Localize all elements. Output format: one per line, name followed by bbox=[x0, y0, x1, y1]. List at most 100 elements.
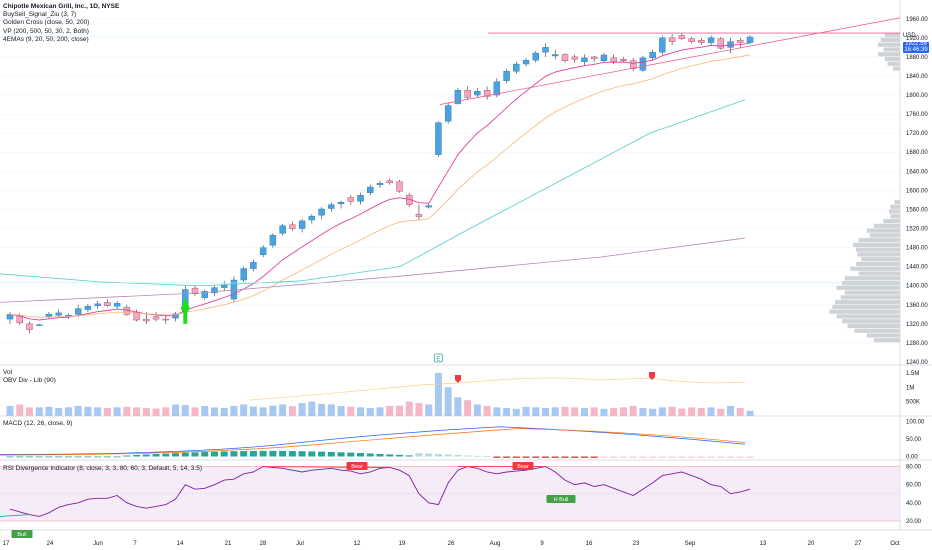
volume-profile-bar bbox=[866, 333, 900, 338]
candle-body bbox=[454, 90, 462, 104]
volume-bar bbox=[181, 405, 189, 416]
macd-histogram-bar bbox=[668, 456, 676, 458]
volume-bar bbox=[571, 407, 579, 416]
macd-histogram-bar bbox=[259, 450, 267, 457]
volume-bar bbox=[434, 372, 442, 416]
obv-bear-marker bbox=[455, 375, 461, 383]
macd-histogram-bar bbox=[327, 451, 335, 457]
volume-bar bbox=[142, 407, 150, 416]
volume-bar bbox=[201, 405, 209, 416]
candle-body bbox=[698, 40, 705, 43]
macd-histogram-bar bbox=[240, 451, 248, 457]
volume-bar bbox=[25, 407, 33, 416]
time-tick-label: 19 bbox=[399, 541, 406, 547]
price-tick-label: 1320.00 bbox=[906, 322, 928, 328]
macd-histogram-bar bbox=[649, 456, 657, 458]
price-tick-label: 1400.00 bbox=[906, 284, 928, 290]
macd-histogram-bar bbox=[74, 456, 82, 458]
volume-bar bbox=[16, 404, 24, 416]
volume-bar bbox=[561, 406, 569, 416]
time-tick-label: 17 bbox=[3, 541, 10, 547]
volume-bar bbox=[649, 408, 657, 416]
indicator-emas[interactable]: 4EMAs (9, 20, 50, 200, close) bbox=[3, 35, 89, 43]
candle-body bbox=[259, 247, 267, 255]
time-tick-label: Jun bbox=[93, 541, 103, 547]
candle-body bbox=[571, 56, 578, 60]
volume-bar bbox=[668, 406, 676, 416]
macd-histogram-bar bbox=[84, 456, 92, 458]
volume-bar bbox=[473, 404, 481, 416]
candle-body bbox=[707, 37, 715, 43]
macd-histogram-bar bbox=[678, 456, 686, 458]
bear-label-text: Bear bbox=[517, 464, 529, 470]
indicator-vp[interactable]: VP (200, 500, 50, 30, 2, Both) bbox=[3, 27, 89, 35]
volume-profile-bar bbox=[836, 285, 900, 290]
volume-bar bbox=[249, 406, 257, 416]
volume-bar bbox=[600, 408, 608, 416]
rsi-label[interactable]: RSI Divergence Indicator (8, close, 3, 3… bbox=[3, 465, 203, 472]
bull-label bbox=[11, 530, 33, 538]
candle-body bbox=[717, 38, 724, 49]
candle-body bbox=[308, 215, 316, 221]
macd-histogram-bar bbox=[746, 456, 754, 458]
trend-line bbox=[439, 17, 901, 105]
volume-bar bbox=[590, 407, 598, 416]
volume-bar bbox=[269, 405, 277, 416]
volume-tick-label: 1.5M bbox=[906, 371, 919, 377]
bear-divergence-line bbox=[263, 466, 390, 468]
volume-bar bbox=[454, 397, 462, 416]
macd-histogram-bar bbox=[123, 455, 131, 457]
time-tick-label: 24 bbox=[47, 541, 54, 547]
macd-histogram-bar bbox=[230, 451, 238, 457]
volume-bar bbox=[678, 408, 686, 416]
indicator-golden-cross[interactable]: Golden Cross (close, 50, 200) bbox=[3, 19, 90, 27]
bear-label-text: Bear bbox=[351, 464, 363, 470]
candle-body bbox=[503, 71, 510, 81]
volume-profile-bar bbox=[883, 218, 900, 224]
candle-body bbox=[240, 268, 247, 281]
macd-histogram-bar bbox=[55, 456, 63, 458]
candle-body bbox=[513, 63, 520, 72]
candle-body bbox=[84, 306, 92, 310]
ema-50-line bbox=[0, 99, 746, 287]
ema-9-line bbox=[9, 42, 751, 321]
time-tick-label: 14 bbox=[177, 541, 184, 547]
macd-tick-label: 0.00 bbox=[906, 455, 918, 461]
macd-histogram-bar bbox=[532, 456, 540, 458]
macd-histogram-bar bbox=[152, 454, 160, 457]
macd-histogram-bar bbox=[503, 456, 511, 458]
symbol-title[interactable]: Chipotle Mexican Grill, Inc., 1D, NYSE bbox=[3, 3, 120, 10]
volume-bar bbox=[279, 404, 287, 416]
volume-bar bbox=[532, 407, 540, 416]
macd-histogram-bar bbox=[357, 453, 365, 457]
macd-histogram-bar bbox=[454, 454, 462, 457]
macd-label[interactable]: MACD (12, 26, close, 9) bbox=[3, 420, 73, 427]
volume-profile-bar bbox=[883, 47, 900, 52]
candle-body bbox=[396, 181, 403, 192]
volume-bar bbox=[386, 405, 394, 416]
volume-profile-bar bbox=[884, 33, 900, 38]
vol-label[interactable]: Vol bbox=[3, 369, 13, 376]
macd-histogram-bar bbox=[318, 451, 326, 457]
macd-histogram-bar bbox=[464, 455, 472, 457]
indicator-buysell[interactable]: BuySell_Signal_Ziu (3, 7) bbox=[3, 11, 77, 19]
volume-bar bbox=[658, 407, 666, 416]
macd-tick-label: 50.00 bbox=[906, 437, 922, 443]
macd-histogram-bar bbox=[35, 456, 43, 458]
candle-body bbox=[279, 225, 286, 234]
macd-histogram-bar bbox=[181, 452, 189, 457]
volume-profile-bar bbox=[887, 61, 900, 66]
ema-20-line bbox=[9, 54, 751, 318]
macd-histogram-bar bbox=[201, 451, 209, 457]
volume-bar bbox=[55, 407, 63, 416]
bear-label bbox=[512, 462, 534, 470]
volume-profile-bar bbox=[847, 323, 900, 329]
signal-line bbox=[0, 428, 746, 456]
volume-profile-bar bbox=[877, 42, 900, 47]
macd-histogram-bar bbox=[522, 456, 530, 458]
macd-histogram-bar bbox=[483, 456, 491, 458]
volume-bar bbox=[688, 407, 696, 416]
time-tick-label: 13 bbox=[760, 541, 767, 547]
obv-label[interactable]: OBV Div - Lib (90) bbox=[3, 377, 56, 384]
